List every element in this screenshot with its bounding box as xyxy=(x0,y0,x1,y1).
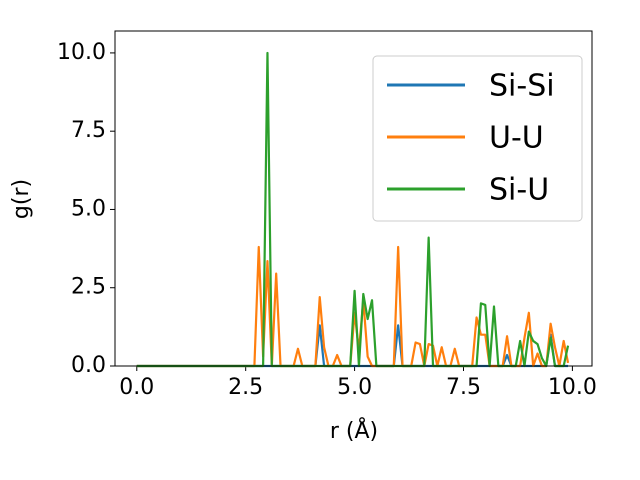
x-tick-label: 7.5 xyxy=(446,375,481,400)
y-tick-label: 0.0 xyxy=(71,353,106,378)
series-line xyxy=(136,245,570,368)
x-axis-label: r (Å) xyxy=(330,417,378,444)
y-axis-label: g(r) xyxy=(9,179,34,219)
x-tick-label: 2.5 xyxy=(228,375,263,400)
y-tick-label: 7.5 xyxy=(71,118,106,143)
y-tick-label: 10.0 xyxy=(57,40,106,65)
x-tick-label: 5.0 xyxy=(337,375,372,400)
x-tick-label: 10.0 xyxy=(548,375,597,400)
y-tick-label: 2.5 xyxy=(71,275,106,300)
legend-label: Si-U xyxy=(489,173,549,208)
y-tick-label: 5.0 xyxy=(71,196,106,221)
legend-label: U-U xyxy=(489,121,544,156)
legend-label: Si-Si xyxy=(489,69,555,104)
axes-frame xyxy=(114,30,593,367)
legend-box xyxy=(372,55,583,222)
x-tick-label: 0.0 xyxy=(119,375,154,400)
